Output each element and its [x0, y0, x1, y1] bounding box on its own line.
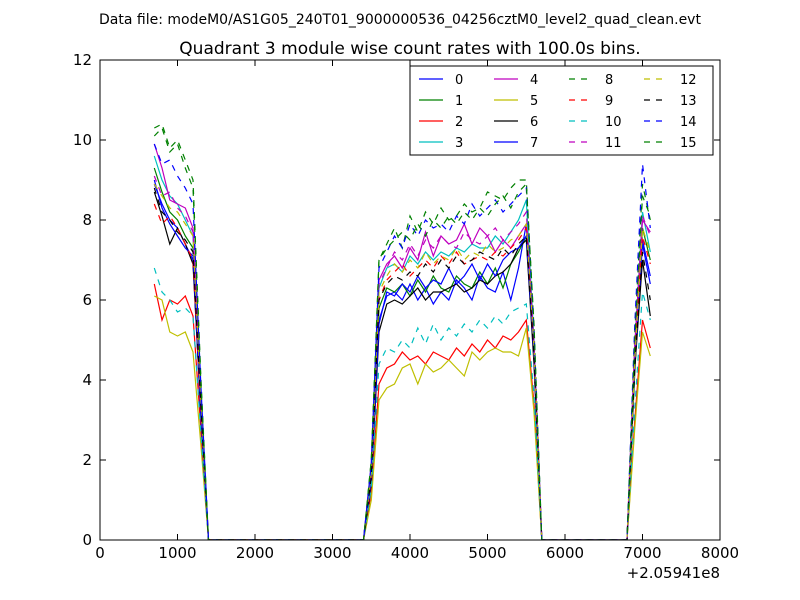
legend-label-11: 11	[605, 136, 622, 151]
x-offset-label: +2.05941e8	[627, 564, 720, 582]
series-line-8	[154, 123, 651, 540]
legend-label-15: 15	[680, 136, 697, 151]
legend-label-1: 1	[455, 94, 463, 109]
legend-label-4: 4	[530, 73, 538, 88]
x-tick-label: 1000	[158, 544, 196, 562]
x-tick-label: 3000	[313, 544, 351, 562]
legend-label-13: 13	[680, 94, 697, 109]
x-tick-label: 0	[95, 544, 105, 562]
legend-box	[409, 65, 714, 156]
series-layer	[153, 123, 651, 540]
x-tick-label: 8000	[701, 544, 739, 562]
x-tick-label: 4000	[391, 544, 429, 562]
y-tick-label: 6	[82, 291, 92, 309]
legend-label-0: 0	[455, 73, 463, 88]
series-line-14	[153, 143, 651, 540]
legend-label-10: 10	[605, 115, 622, 130]
x-tick-label: 6000	[546, 544, 584, 562]
y-tick-label: 12	[73, 51, 92, 69]
y-tick-label: 4	[82, 371, 92, 389]
series-line-15	[153, 126, 651, 540]
legend-label-2: 2	[455, 115, 463, 130]
legend-label-14: 14	[680, 115, 697, 130]
x-tick-label: 5000	[468, 544, 506, 562]
legend-label-6: 6	[530, 115, 538, 130]
legend-label-8: 8	[605, 73, 613, 88]
legend-label-7: 7	[530, 136, 538, 151]
y-tick-label: 8	[82, 211, 92, 229]
series-line-5	[154, 295, 651, 540]
legend-label-5: 5	[530, 94, 538, 109]
series-line-10	[153, 267, 651, 540]
y-tick-label: 0	[82, 531, 92, 549]
chart-suptitle: Data file: modeM0/AS1G05_240T01_90000005…	[99, 12, 701, 28]
legend-label-9: 9	[605, 94, 613, 109]
y-tick-label: 10	[73, 131, 92, 149]
x-axis: 0 1000 2000 3000 4000 5000 6000 7000 8000	[95, 60, 739, 562]
y-tick-label: 2	[82, 451, 92, 469]
series-line-12	[153, 183, 651, 540]
legend-label-3: 3	[455, 136, 463, 151]
x-tick-label: 2000	[236, 544, 274, 562]
chart-title: Quadrant 3 module wise count rates with …	[179, 39, 640, 59]
legend-label-12: 12	[680, 73, 697, 88]
x-tick-label: 7000	[623, 544, 661, 562]
